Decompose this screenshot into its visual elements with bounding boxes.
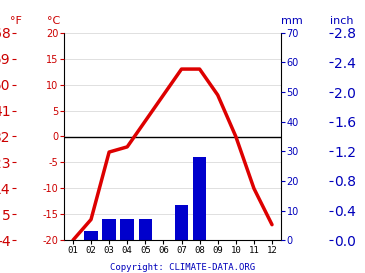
Bar bbox=[229, 240, 243, 273]
Text: inch: inch bbox=[330, 16, 353, 26]
Text: °C: °C bbox=[47, 16, 61, 26]
Bar bbox=[247, 240, 261, 273]
Bar bbox=[66, 240, 80, 261]
Bar bbox=[265, 240, 279, 273]
Text: °F: °F bbox=[11, 16, 22, 26]
Bar bbox=[193, 157, 206, 240]
Bar bbox=[84, 231, 98, 240]
Bar bbox=[120, 219, 134, 240]
Bar bbox=[102, 219, 116, 240]
Bar bbox=[175, 205, 188, 240]
Text: mm: mm bbox=[281, 16, 303, 26]
Text: Copyright: CLIMATE-DATA.ORG: Copyright: CLIMATE-DATA.ORG bbox=[110, 263, 255, 272]
Bar bbox=[139, 219, 152, 240]
